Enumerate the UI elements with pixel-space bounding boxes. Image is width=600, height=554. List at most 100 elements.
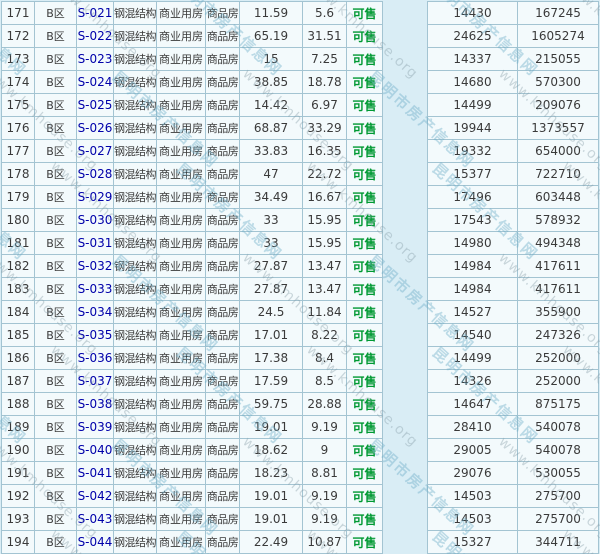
cell-no: 191 [1,461,35,485]
cell-structure: 钢混结构 [113,530,157,554]
cell-inner-area: 11.84 [302,300,347,324]
cell-structure: 钢混结构 [113,185,157,209]
unit-link[interactable]: S-037 [77,374,113,388]
cell-inner-area: 15.95 [302,208,347,232]
cell-inner-area: 18.78 [302,70,347,94]
unit-link[interactable]: S-024 [77,75,113,89]
cell-usage: 商业用房 [156,47,206,71]
cell-unit: S-030 [76,208,114,232]
cell-no: 190 [1,438,35,462]
cell-no: 185 [1,323,35,347]
cell-unit: S-038 [76,392,114,416]
unit-link[interactable]: S-029 [77,190,113,204]
cell-unit-price: 14326 [427,369,518,393]
unit-link[interactable]: S-027 [77,144,113,158]
table-row: 14430 167245 [427,1,599,25]
unit-link[interactable]: S-028 [77,167,113,181]
table-row: 172 B区 S-022 钢混结构 商业用房 商品房 65.19 31.51 可售 [1,24,383,48]
unit-link[interactable]: S-034 [77,305,113,319]
cell-status: 可售 [346,530,383,554]
cell-total-price: 275700 [517,507,599,531]
cell-type: 商品房 [205,415,240,439]
status-badge: 可售 [352,144,377,159]
cell-unit: S-022 [76,24,114,48]
unit-link[interactable]: S-042 [77,489,113,503]
cell-status: 可售 [346,507,383,531]
cell-no: 177 [1,139,35,163]
unit-link[interactable]: S-025 [77,98,113,112]
table-row: 171 B区 S-021 钢混结构 商业用房 商品房 11.59 5.6 可售 [1,1,383,25]
table-row: 173 B区 S-023 钢混结构 商业用房 商品房 15 7.25 可售 [1,47,383,71]
unit-link[interactable]: S-043 [77,512,113,526]
cell-district: B区 [34,530,77,554]
cell-district: B区 [34,346,77,370]
cell-inner-area: 33.29 [302,116,347,140]
cell-unit: S-044 [76,530,114,554]
unit-link[interactable]: S-023 [77,52,113,66]
unit-link[interactable]: S-036 [77,351,113,365]
cell-structure: 钢混结构 [113,231,157,255]
table-row: 14647 875175 [427,392,599,416]
cell-usage: 商业用房 [156,369,206,393]
unit-link[interactable]: S-030 [77,213,113,227]
unit-link[interactable]: S-035 [77,328,113,342]
table-row: 29005 540078 [427,438,599,462]
cell-district: B区 [34,484,77,508]
cell-status: 可售 [346,300,383,324]
cell-usage: 商业用房 [156,185,206,209]
cell-inner-area: 28.88 [302,392,347,416]
unit-link[interactable]: S-026 [77,121,113,135]
unit-link[interactable]: S-032 [77,259,113,273]
unit-link[interactable]: S-044 [77,535,113,549]
unit-link[interactable]: S-039 [77,420,113,434]
cell-usage: 商业用房 [156,24,206,48]
cell-inner-area: 8.5 [302,369,347,393]
cell-no: 183 [1,277,35,301]
cell-area: 11.59 [239,1,303,25]
cell-type: 商品房 [205,93,240,117]
cell-unit-price: 14337 [427,47,518,71]
status-badge: 可售 [352,52,377,67]
unit-link[interactable]: S-021 [77,6,113,20]
cell-inner-area: 9.19 [302,415,347,439]
status-badge: 可售 [352,535,377,550]
cell-usage: 商业用房 [156,162,206,186]
cell-total-price: 344711 [517,530,599,554]
cell-total-price: 1373557 [517,116,599,140]
cell-structure: 钢混结构 [113,1,157,25]
unit-link[interactable]: S-041 [77,466,113,480]
table-row: 14984 417611 [427,277,599,301]
cell-unit-price: 29076 [427,461,518,485]
unit-link[interactable]: S-033 [77,282,113,296]
unit-link[interactable]: S-040 [77,443,113,457]
status-badge: 可售 [352,489,377,504]
cell-status: 可售 [346,139,383,163]
cell-status: 可售 [346,484,383,508]
cell-area: 19.01 [239,484,303,508]
cell-structure: 钢混结构 [113,392,157,416]
cell-type: 商品房 [205,507,240,531]
unit-link[interactable]: S-038 [77,397,113,411]
cell-area: 33 [239,231,303,255]
cell-district: B区 [34,47,77,71]
cell-district: B区 [34,208,77,232]
units-table-right-body: 14430 167245 24625 1605274 14337 215055 14680 5… [427,1,599,554]
unit-link[interactable]: S-022 [77,29,113,43]
cell-area: 18.62 [239,438,303,462]
cell-district: B区 [34,70,77,94]
cell-inner-area: 6.97 [302,93,347,117]
cell-inner-area: 7.25 [302,47,347,71]
status-badge: 可售 [352,397,377,412]
cell-type: 商品房 [205,70,240,94]
table-row: 187 B区 S-037 钢混结构 商业用房 商品房 17.59 8.5 可售 [1,369,383,393]
cell-status: 可售 [346,277,383,301]
cell-total-price: 654000 [517,139,599,163]
cell-usage: 商业用房 [156,277,206,301]
cell-district: B区 [34,24,77,48]
cell-type: 商品房 [205,438,240,462]
unit-link[interactable]: S-031 [77,236,113,250]
cell-no: 192 [1,484,35,508]
cell-area: 19.01 [239,507,303,531]
cell-area: 27.87 [239,254,303,278]
cell-unit-price: 14499 [427,93,518,117]
